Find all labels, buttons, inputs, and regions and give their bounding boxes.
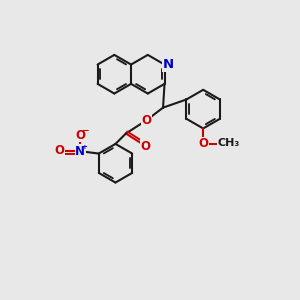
Text: O: O [75,129,85,142]
Text: O: O [140,140,150,153]
Text: −: − [81,126,88,135]
Text: +: + [82,144,87,150]
Text: N: N [75,145,85,158]
Text: CH₃: CH₃ [218,138,240,148]
Text: N: N [163,58,174,71]
Text: O: O [198,137,208,150]
Text: O: O [55,144,64,157]
Text: O: O [141,114,151,127]
